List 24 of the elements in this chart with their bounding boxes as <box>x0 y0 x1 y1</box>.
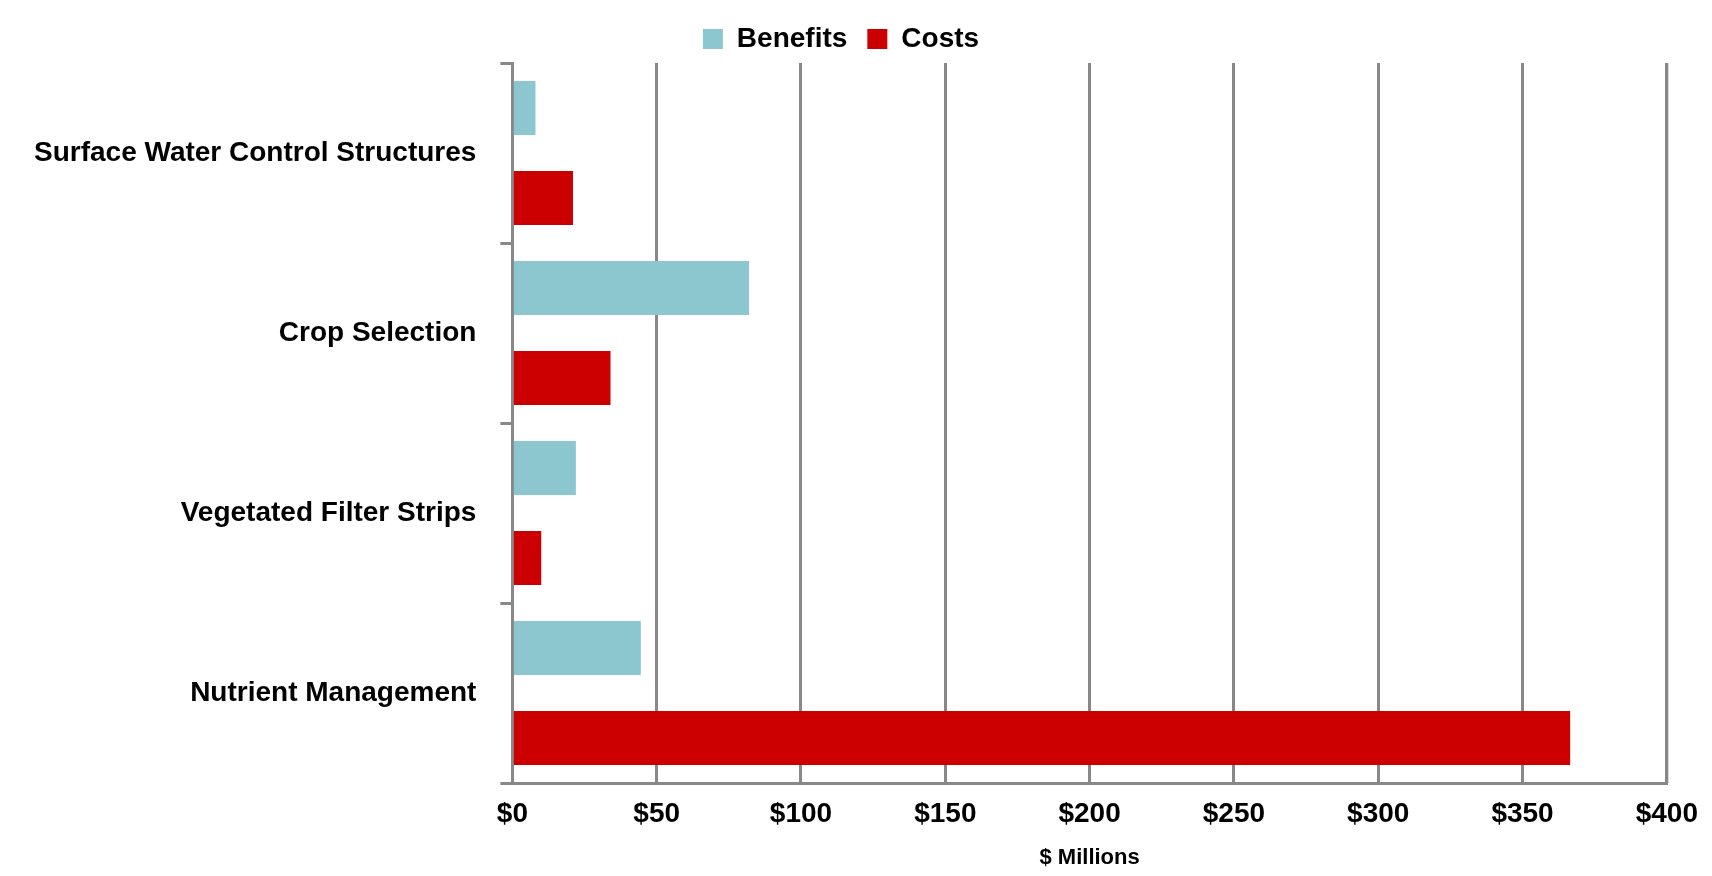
x-tick-label: $200 <box>1058 796 1121 828</box>
x-axis-title: $ Millions <box>1039 843 1140 869</box>
bar <box>513 711 1571 765</box>
x-tick-label: $350 <box>1491 796 1554 828</box>
legend-label: Benefits <box>736 21 848 53</box>
x-tick-label: $100 <box>769 796 833 828</box>
x-tick-label: $300 <box>1347 796 1410 828</box>
bar <box>513 171 573 225</box>
legend-label: Costs <box>901 21 980 53</box>
x-tick-label: $250 <box>1202 796 1266 828</box>
y-tick-label: Nutrient Management <box>190 675 477 707</box>
y-tick-label: Surface Water Control Structures <box>33 135 477 167</box>
x-tick-label: $400 <box>1635 796 1698 828</box>
bar <box>513 261 750 315</box>
bar <box>513 621 641 675</box>
bar <box>513 531 542 585</box>
bar <box>513 441 576 495</box>
x-tick-label: $0 <box>496 796 528 828</box>
x-tick-label: $150 <box>914 796 977 828</box>
x-tick-label: $50 <box>633 796 681 828</box>
bar <box>513 81 536 135</box>
bar <box>513 351 611 405</box>
y-tick-label: Crop Selection <box>278 315 477 347</box>
y-tick-label: Vegetated Filter Strips <box>180 495 477 527</box>
